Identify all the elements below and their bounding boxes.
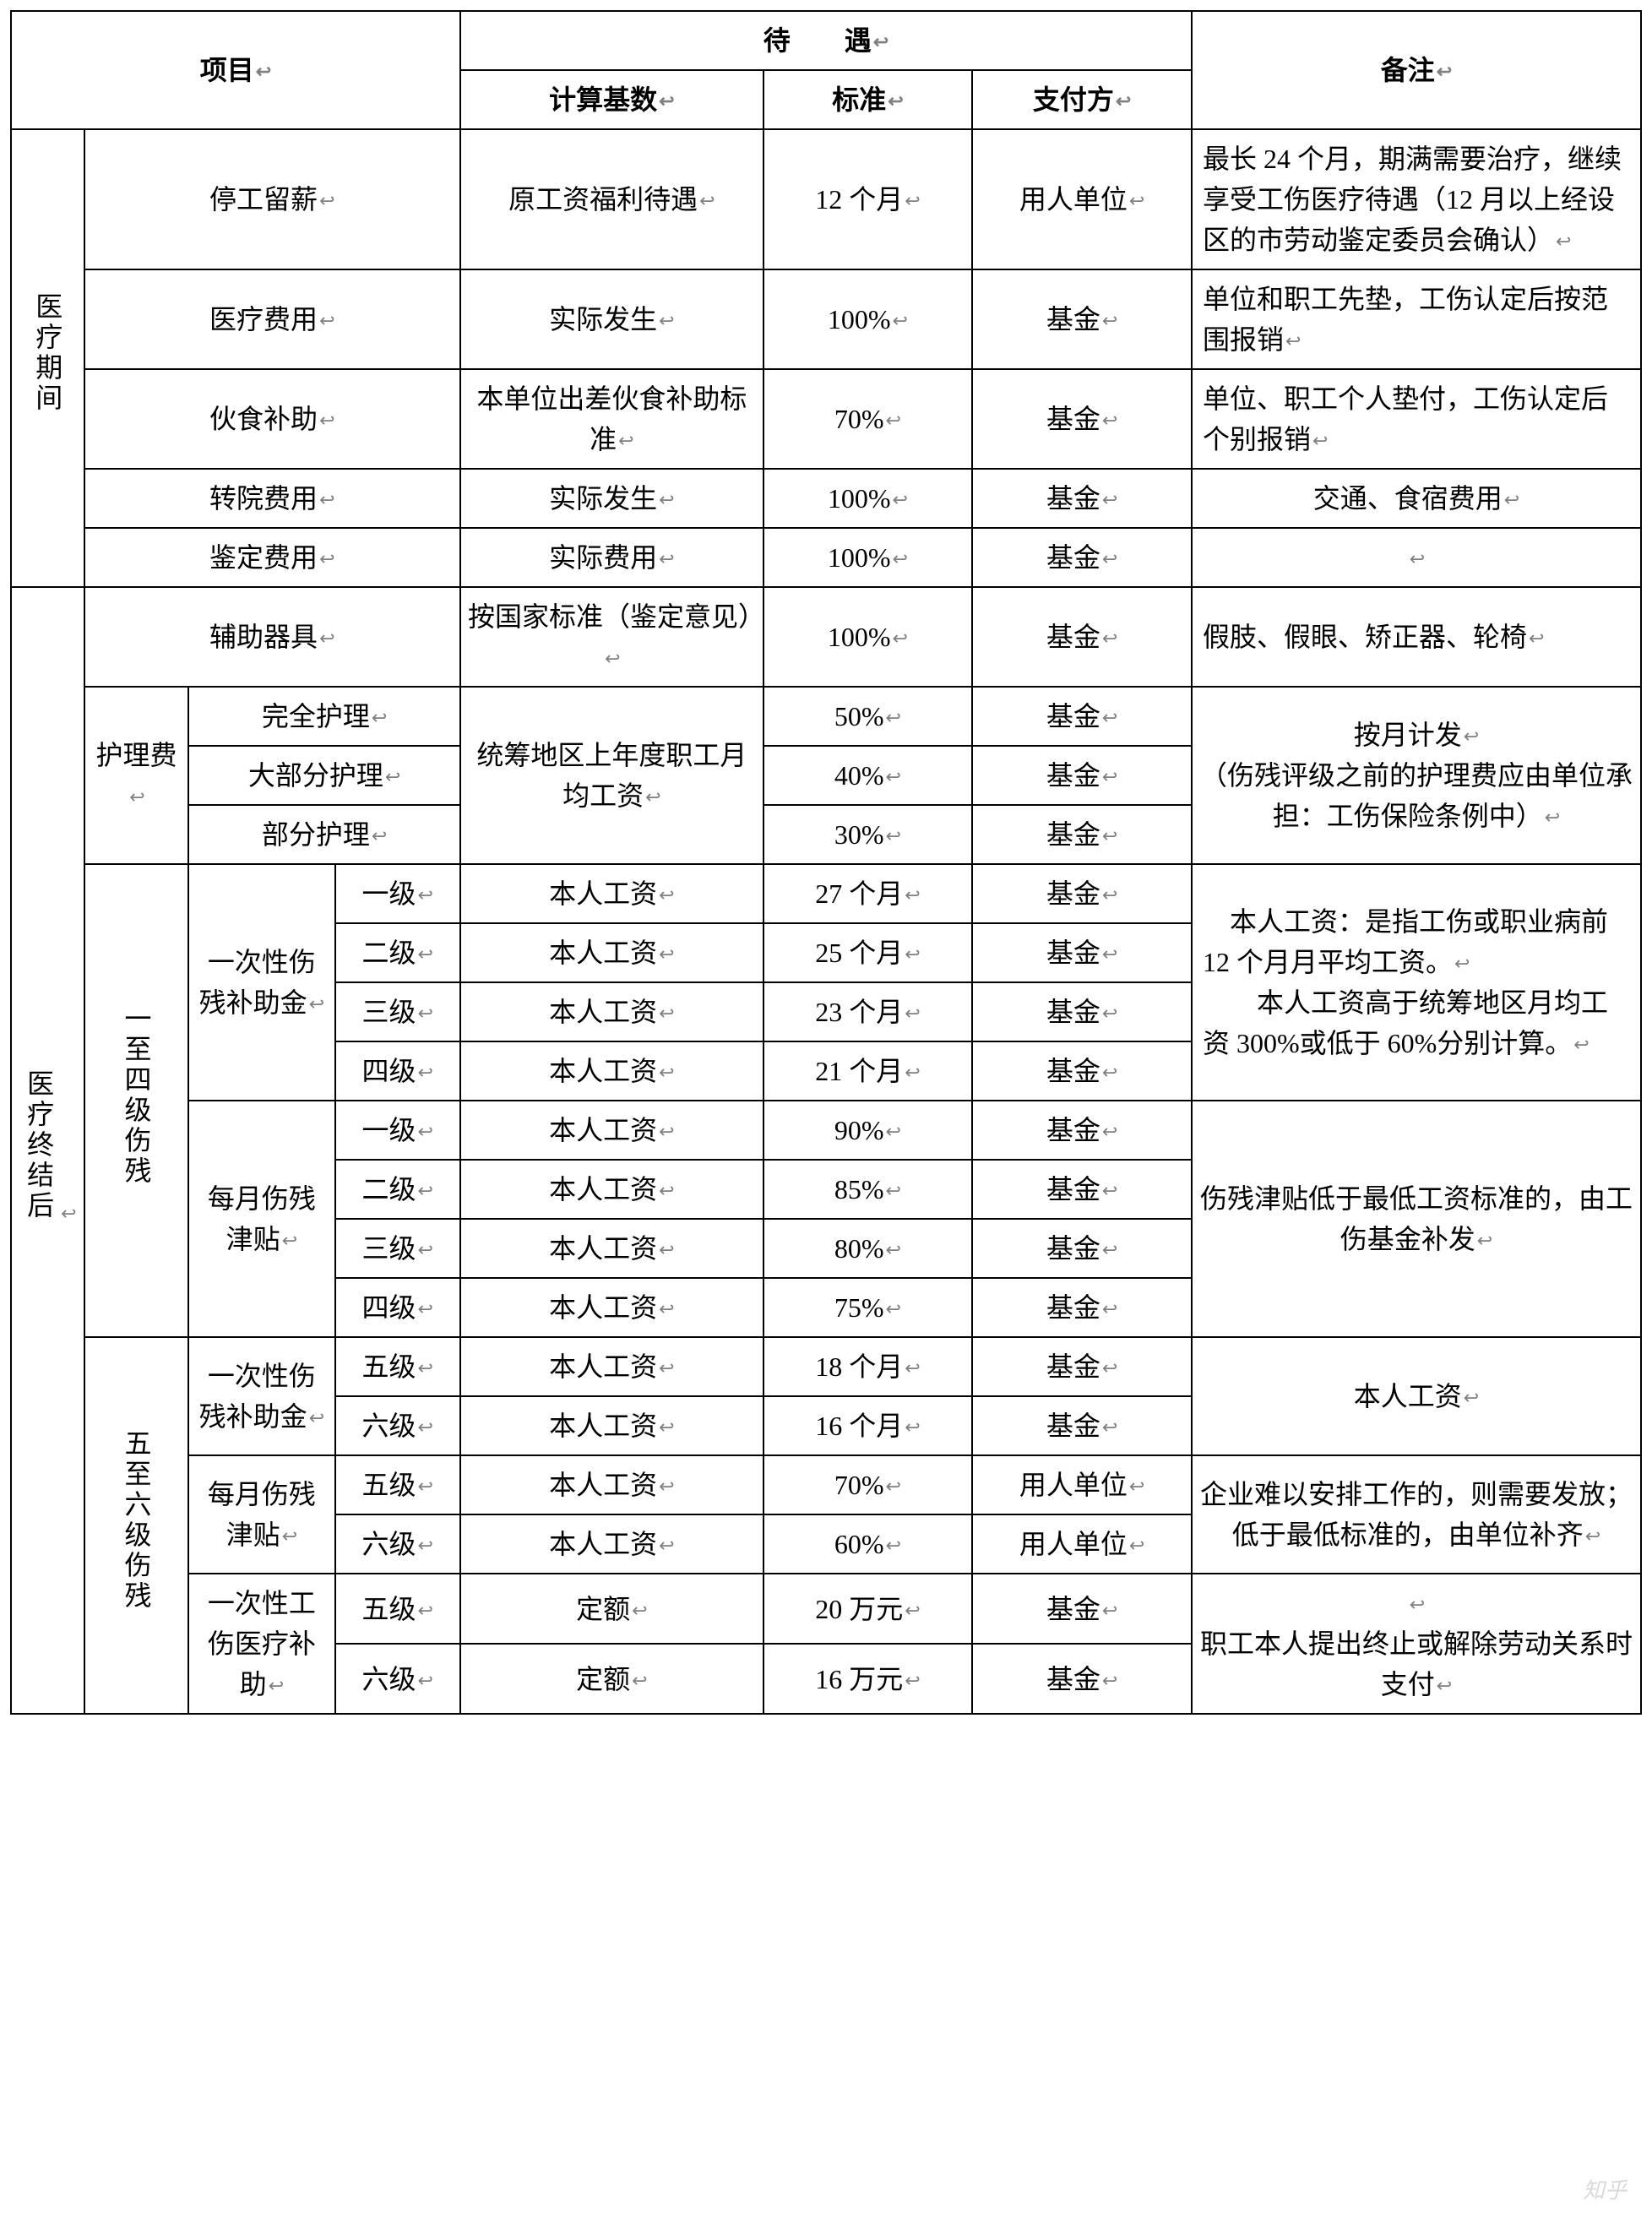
row-s1-2: 医疗费用↩ 实际发生↩ 100%↩ 基金↩ 单位和职工先垫，工伤认定后按范围报销…: [11, 269, 1641, 369]
hdr-base: 计算基数↩: [460, 70, 764, 129]
row-s1-3: 伙食补助↩ 本单位出差伙食补助标准↩ 70%↩ 基金↩ 单位、职工个人垫付，工伤…: [11, 369, 1641, 469]
header-row-1: 项目↩ 待 遇↩ 备注↩: [11, 11, 1641, 70]
l56-medsub-note: ↩职工本人提出终止或解除劳动关系时支付↩: [1200, 1588, 1633, 1699]
hdr-standard: 标准↩: [764, 70, 972, 129]
l14-label: 一至四级伤残: [84, 864, 189, 1337]
row-l56-lump-1: 五至六级伤残 一次性伤残补助金↩ 五级↩ 本人工资↩ 18 个月↩ 基金↩ 本人…: [11, 1337, 1641, 1396]
watermark: 知乎: [1583, 2173, 1627, 2205]
hdr-payer: 支付方↩: [972, 70, 1192, 129]
hdr-treatment: 待 遇↩: [460, 11, 1192, 70]
row-aux: 医疗终结后↩ 辅助器具↩ 按国家标准（鉴定意见）↩ 100%↩ 基金↩ 假肢、假…: [11, 587, 1641, 687]
s1r1-std: 12 个月↩: [764, 129, 972, 269]
l56-label: 五至六级伤残: [84, 1337, 189, 1714]
benefits-table: 项目↩ 待 遇↩ 备注↩ 计算基数↩ 标准↩ 支付方↩ 医疗期间 停工留薪↩ 原…: [10, 10, 1642, 1715]
nursing-note: 按月计发↩（伤残评级之前的护理费应由单位承担：工伤保险条例中）↩: [1200, 720, 1633, 831]
s1r1-name: 停工留薪↩: [84, 129, 460, 269]
row-l56-medsub-1: 一次性工伤医疗补助↩ 五级↩ 定额↩ 20 万元↩ 基金↩ ↩职工本人提出终止或…: [11, 1574, 1641, 1644]
s1r1-payer: 用人单位↩: [972, 129, 1192, 269]
hdr-project: 项目↩: [11, 11, 460, 129]
row-s1-5: 鉴定费用↩ 实际费用↩ 100%↩ 基金↩ ↩: [11, 528, 1641, 587]
row-l56-monthly-1: 每月伤残津贴↩ 五级↩ 本人工资↩ 70%↩ 用人单位↩ 企业难以安排工作的，则…: [11, 1455, 1641, 1514]
hdr-note: 备注↩: [1192, 11, 1641, 129]
s1r1-note: 最长 24 个月，期满需要治疗，继续享受工伤医疗待遇（12 月以上经设区的市劳动…: [1192, 129, 1641, 269]
l14-lump-note: 本人工资：是指工伤或职业病前 12 个月月平均工资。↩ 本人工资高于统筹地区月均…: [1203, 906, 1608, 1058]
section2-label: 医疗终结后↩: [11, 587, 84, 1714]
row-l14-lump-1: 一至四级伤残 一次性伤残补助金↩ 一级↩ 本人工资↩ 27 个月↩ 基金↩ 本人…: [11, 864, 1641, 923]
section1-label: 医疗期间: [11, 129, 84, 587]
row-nursing-1: 护理费↩ 完全护理↩ 统筹地区上年度职工月均工资↩ 50%↩ 基金↩ 按月计发↩…: [11, 687, 1641, 746]
nursing-label: 护理费↩: [84, 687, 189, 864]
row-s1-1: 医疗期间 停工留薪↩ 原工资福利待遇↩ 12 个月↩ 用人单位↩ 最长 24 个…: [11, 129, 1641, 269]
row-s1-4: 转院费用↩ 实际发生↩ 100%↩ 基金↩ 交通、食宿费用↩: [11, 469, 1641, 528]
row-l14-monthly-1: 每月伤残津贴↩ 一级↩ 本人工资↩ 90%↩ 基金↩ 伤残津贴低于最低工资标准的…: [11, 1101, 1641, 1160]
s1r1-base: 原工资福利待遇↩: [460, 129, 764, 269]
